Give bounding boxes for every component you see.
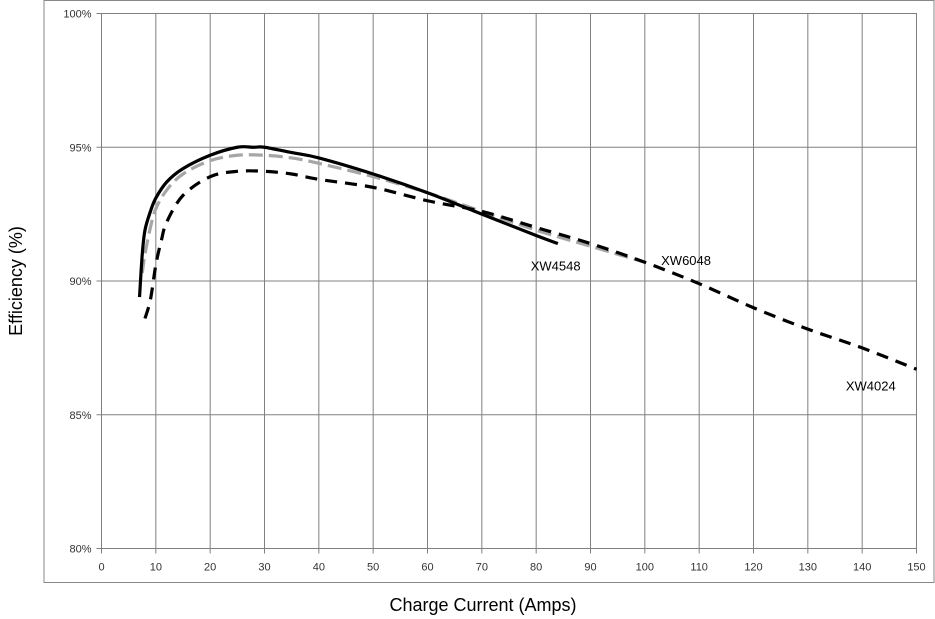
x-tick-label-0: 0 [98,562,104,574]
x-tick-label-110: 110 [690,562,708,574]
annotation-xw4024: XW4024 [846,379,896,394]
y-tick-label-95: 95% [69,142,91,154]
x-tick-label-100: 100 [636,562,654,574]
x-tick-label-40: 40 [313,562,325,574]
x-tick-label-70: 70 [476,562,488,574]
x-tick-label-10: 10 [150,562,162,574]
x-tick-label-140: 140 [853,562,871,574]
x-tick-label-20: 20 [204,562,216,574]
x-tick-label-130: 130 [799,562,817,574]
y-tick-label-100: 100% [63,9,91,21]
y-axis-title: Efficiency (%) [6,226,26,336]
series-annotations: XW4548 XW6048 XW4024 [531,253,896,394]
y-axis-ticks: 80% 85% 90% 95% 100% [63,9,102,556]
x-tick-label-50: 50 [367,562,379,574]
chart-outer-border [43,0,935,583]
series-line-xw4024 [143,169,918,371]
x-tick-label-120: 120 [744,562,762,574]
annotation-xw6048: XW6048 [661,253,711,268]
series-line-xw4548 [137,145,559,298]
series-line-xw6048 [140,153,646,274]
y-tick-label-80: 80% [69,544,91,556]
grid-lines [101,13,917,549]
y-tick-label-90: 90% [69,276,91,288]
x-tick-label-60: 60 [421,562,433,574]
x-tick-label-150: 150 [907,562,925,574]
y-tick-label-85: 85% [69,410,91,422]
series-lines [137,145,918,371]
x-axis-title: Charge Current (Amps) [389,595,576,615]
x-tick-label-80: 80 [530,562,542,574]
x-tick-label-90: 90 [584,562,596,574]
annotation-xw4548: XW4548 [531,258,581,273]
x-tick-label-30: 30 [258,562,270,574]
x-axis-ticks: 0 10 20 30 40 50 60 70 80 90 100 110 120 130 140 150 [98,548,926,574]
